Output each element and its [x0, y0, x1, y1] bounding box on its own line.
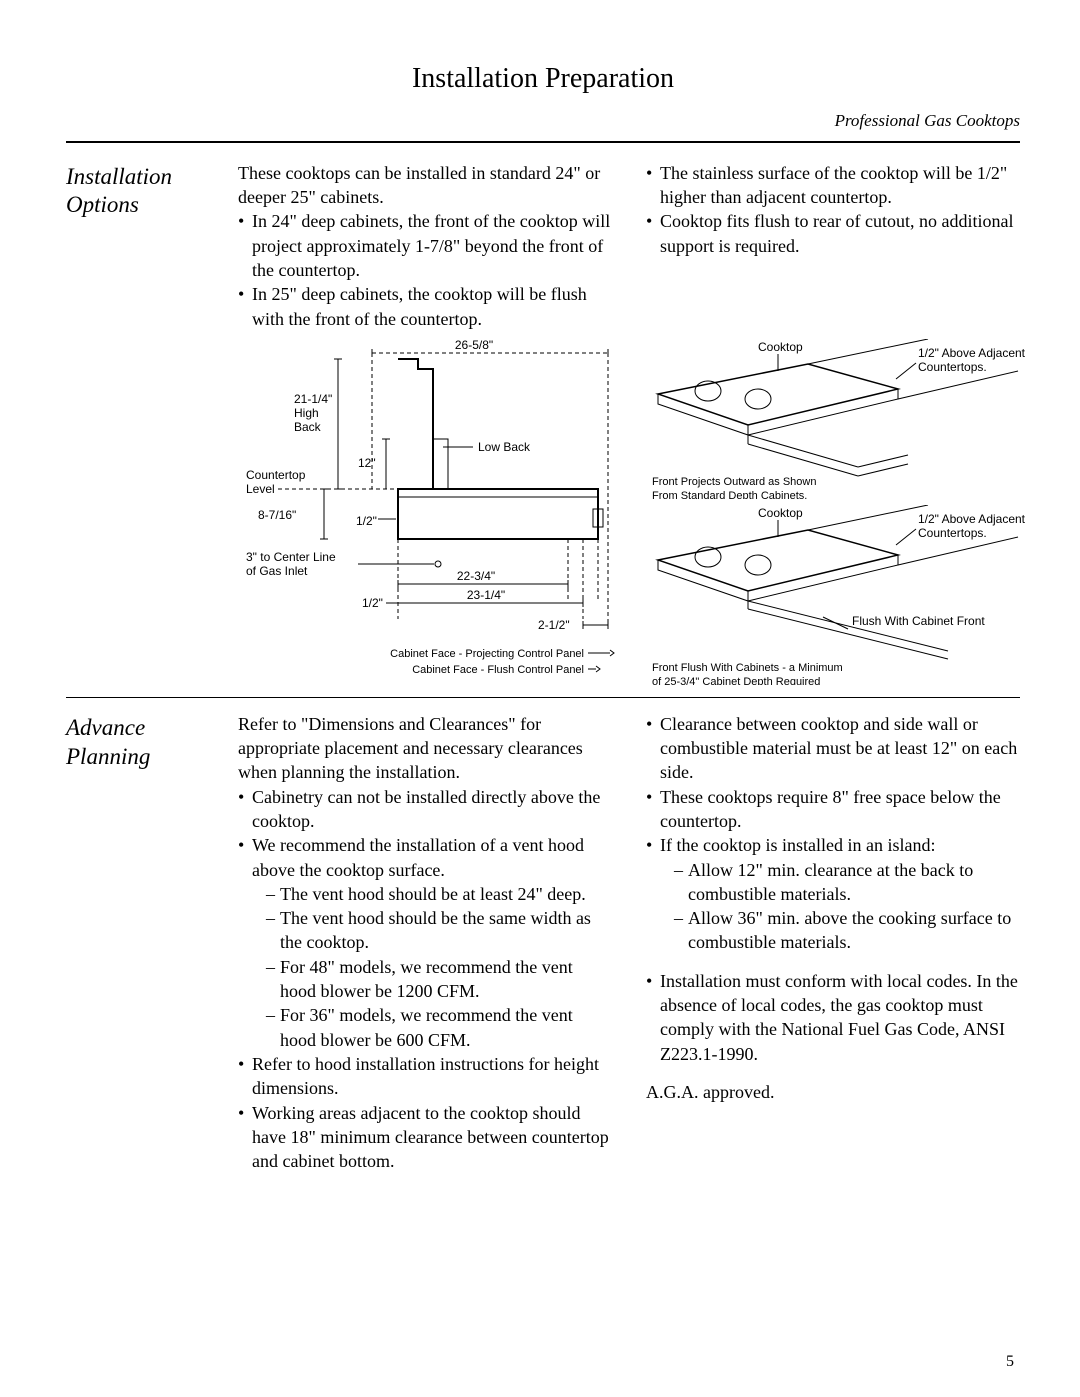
dim-label: of Gas Inlet: [246, 564, 308, 578]
dim-label: Flush With Cabinet Front: [852, 614, 985, 628]
diagram-iso-bottom: Cooktop 1/2" Above Adjacent Countertops.: [648, 505, 1028, 685]
diagram-iso-top: Cooktop 1/2" Above Ad: [648, 339, 1028, 499]
list-item: Cabinetry can not be installed directly …: [238, 785, 612, 834]
dim-label: Level: [246, 482, 275, 496]
diagram-caption: of 25-3/4" Cabinet Depth Required: [652, 676, 820, 685]
dim-label: 22-3/4": [457, 569, 495, 583]
diagram-side-profile: 26-5/8" 21-1/4" High Back Low Back: [238, 339, 618, 685]
dim-label: 3" to Center Line: [246, 550, 336, 564]
section-installation-options: Installation Options These cooktops can …: [66, 161, 1020, 331]
dim-label: Countertops.: [918, 360, 987, 374]
dim-label: Back: [294, 420, 322, 434]
list-item-text: If the cooktop is installed in an island…: [660, 835, 935, 855]
bullet-list: Cabinetry can not be installed directly …: [238, 785, 612, 1174]
sub-list: The vent hood should be at least 24" dee…: [252, 882, 612, 1052]
dim-label: 1/2": [362, 596, 383, 610]
list-item: Clearance between cooktop and side wall …: [646, 712, 1020, 785]
dim-label: 1/2" Above Adjacent: [918, 512, 1026, 526]
list-item: If the cooktop is installed in an island…: [646, 833, 1020, 954]
section-label: Installation Options: [66, 161, 208, 331]
dim-label: High: [294, 406, 319, 420]
intro-text: Refer to "Dimensions and Clearances" for…: [238, 712, 612, 785]
list-item: Refer to hood installation instructions …: [238, 1052, 612, 1101]
bullet-list: Clearance between cooktop and side wall …: [646, 712, 1020, 1066]
list-item: These cooktops require 8" free space bel…: [646, 785, 1020, 834]
column-left: Refer to "Dimensions and Clearances" for…: [238, 712, 612, 1174]
list-item: The stainless surface of the cooktop wil…: [646, 161, 1020, 210]
dim-label: 8-7/16": [258, 508, 296, 522]
diagrams-body: 26-5/8" 21-1/4" High Back Low Back: [238, 339, 1028, 685]
approval-text: A.G.A. approved.: [646, 1080, 1020, 1104]
page-subtitle: Professional Gas Cooktops: [66, 110, 1020, 133]
bullet-list: The stainless surface of the cooktop wil…: [646, 161, 1020, 258]
list-item: Allow 36" min. above the cooking surface…: [674, 906, 1020, 955]
list-item: Working areas adjacent to the cooktop sh…: [238, 1101, 612, 1174]
diagram-caption: Front Projects Outward as Shown: [652, 476, 816, 488]
section-label: Advance Planning: [66, 712, 208, 1174]
dim-label: 12": [358, 456, 376, 470]
column-right: Clearance between cooktop and side wall …: [646, 712, 1020, 1174]
list-item: For 48" models, we recommend the vent ho…: [266, 955, 612, 1004]
list-item: Cooktop fits flush to rear of cutout, no…: [646, 209, 1020, 258]
dim-label: 1/2": [356, 514, 377, 528]
list-item: We recommend the installation of a vent …: [238, 833, 612, 1052]
diagram-caption: Cabinet Face - Flush Control Panel: [412, 664, 584, 676]
dim-label: Countertop: [246, 468, 306, 482]
section-advance-planning: Advance Planning Refer to "Dimensions an…: [66, 712, 1020, 1174]
diagram-caption: From Standard Depth Cabinets.: [652, 490, 807, 499]
sub-list: Allow 12" min. clearance at the back to …: [660, 858, 1020, 955]
diagrams-row: 26-5/8" 21-1/4" High Back Low Back: [66, 331, 1020, 685]
list-item: The vent hood should be at least 24" dee…: [266, 882, 612, 906]
dim-label: 1/2" Above Adjacent: [918, 346, 1026, 360]
diagram-caption: Cabinet Face - Projecting Control Panel: [390, 648, 584, 660]
diagram-caption: Front Flush With Cabinets - a Minimum: [652, 662, 843, 674]
dim-label: Cooktop: [758, 340, 803, 354]
intro-text: These cooktops can be installed in stand…: [238, 161, 612, 210]
dim-label: 2-1/2": [538, 618, 570, 632]
rule-top: [66, 141, 1020, 143]
list-item-text: We recommend the installation of a vent …: [252, 835, 584, 879]
column-right: The stainless surface of the cooktop wil…: [646, 161, 1020, 331]
dim-label: 23-1/4": [467, 588, 505, 602]
list-item: Allow 12" min. clearance at the back to …: [674, 858, 1020, 907]
page-title: Installation Preparation: [66, 60, 1020, 98]
dim-label: Cooktop: [758, 506, 803, 520]
page-number: 5: [1006, 1351, 1014, 1373]
dim-label: Low Back: [478, 440, 531, 454]
section-body: These cooktops can be installed in stand…: [238, 161, 1020, 331]
bullet-list: In 24" deep cabinets, the front of the c…: [238, 209, 612, 330]
diagram-iso-group: Cooktop 1/2" Above Ad: [648, 339, 1028, 685]
dim-label: 21-1/4": [294, 392, 332, 406]
list-item: In 25" deep cabinets, the cooktop will b…: [238, 282, 612, 331]
list-item: The vent hood should be the same width a…: [266, 906, 612, 955]
dim-label: Countertops.: [918, 526, 987, 540]
list-item: Installation must conform with local cod…: [646, 969, 1020, 1066]
list-item: In 24" deep cabinets, the front of the c…: [238, 209, 612, 282]
section-body: Refer to "Dimensions and Clearances" for…: [238, 712, 1020, 1174]
rule-mid: [66, 697, 1020, 698]
diagram-spacer: [66, 331, 208, 685]
list-item: For 36" models, we recommend the vent ho…: [266, 1003, 612, 1052]
dim-label: 26-5/8": [455, 339, 493, 352]
column-left: These cooktops can be installed in stand…: [238, 161, 612, 331]
